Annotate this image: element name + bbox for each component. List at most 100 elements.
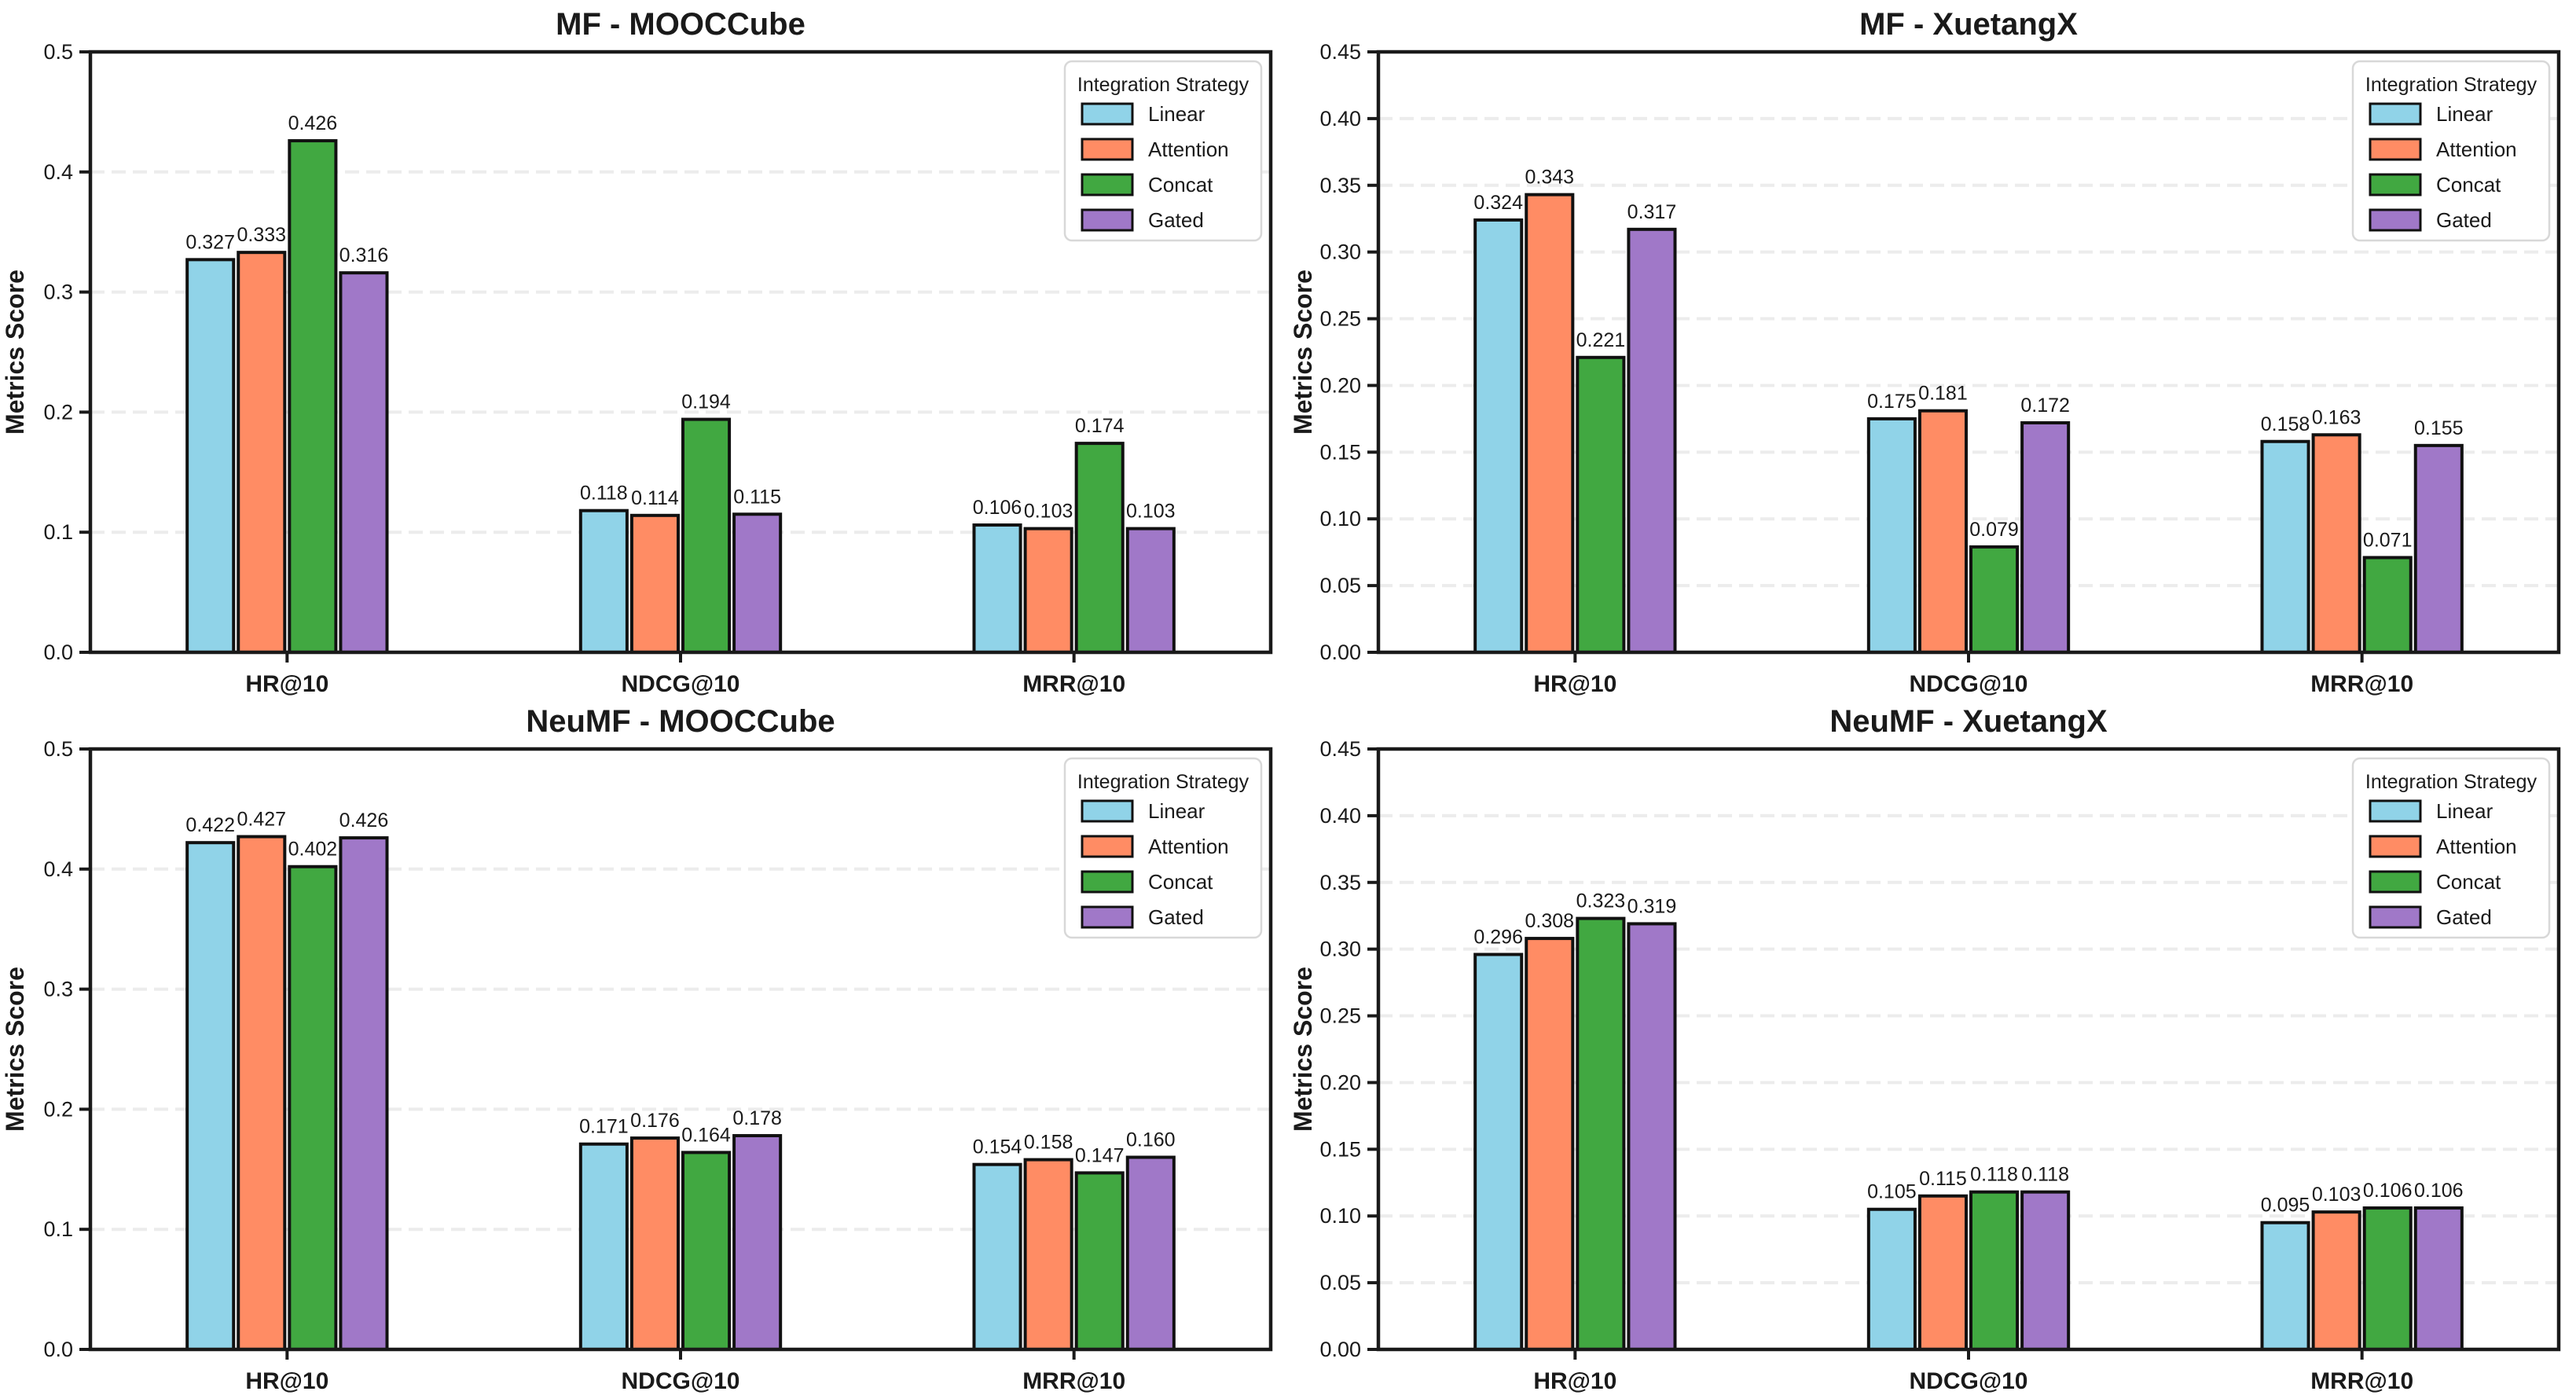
bar-gated-ndcg10 <box>732 1134 783 1351</box>
y-axis: 0.0 0.1 0.2 0.3 0.4 0.5 <box>43 40 90 664</box>
bar-concat-hr10 <box>288 865 338 1351</box>
y-tick-label: 0.4 <box>43 160 73 184</box>
y-axis: 0.00 0.05 0.10 0.15 0.20 0.25 0.30 0.35 0.40 0.45 <box>1319 737 1378 1361</box>
legend-swatch-gated <box>1081 905 1134 929</box>
y-tick-label: 0.4 <box>43 857 73 881</box>
bar-concat-hr10 <box>1576 916 1626 1351</box>
legend-label-gated: Gated <box>2436 905 2492 929</box>
chart-title: NeuMF - XuetangX <box>1829 704 2108 739</box>
bar-attention-ndcg10 <box>1917 409 1968 654</box>
legend-swatch-concat <box>2369 173 2422 196</box>
bar-value-label: 0.163 <box>2312 406 2361 428</box>
legend-swatch-concat <box>1081 870 1134 894</box>
legend-swatch-gated <box>2369 208 2422 232</box>
bar-linear-ndcg10 <box>1866 1207 1917 1351</box>
y-axis: 0.00 0.05 0.10 0.15 0.20 0.25 0.30 0.35 0.40 0.45 <box>1319 40 1378 664</box>
bar-value-label: 0.106 <box>2414 1180 2464 1202</box>
chart-neumf-mooccube: NeuMF - MOOCCube 0.0 0.1 0.2 0.3 0.4 0.5 Metric… <box>1 704 1273 1394</box>
bar-linear-mrr10 <box>2260 439 2310 654</box>
legend-label-concat: Concat <box>1148 173 1213 196</box>
chart-cell-neumf-xuetangx: NeuMF - XuetangX 0.00 0.05 0.10 0.15 0.20 0.25… <box>1288 697 2576 1395</box>
y-axis-label: Metrics Score <box>1 967 29 1132</box>
y-tick-label: 0.3 <box>43 281 73 304</box>
bar-value-label: 0.176 <box>630 1110 680 1132</box>
bar-value-label: 0.317 <box>1627 201 1677 223</box>
bar-concat-mrr10 <box>2362 556 2413 654</box>
x-tick-label: NDCG@10 <box>1910 671 2028 697</box>
legend-label-attention: Attention <box>1148 138 1229 161</box>
bar-value-label: 0.422 <box>185 814 235 836</box>
bar-value-label: 0.106 <box>2363 1180 2413 1202</box>
legend-swatch-attention <box>1081 138 1134 161</box>
bar-value-label: 0.327 <box>185 231 235 253</box>
bar-value-label: 0.164 <box>681 1124 731 1146</box>
y-tick-label: 0.05 <box>1319 574 1361 597</box>
bar-value-label: 0.154 <box>973 1136 1022 1158</box>
y-axis: 0.0 0.1 0.2 0.3 0.4 0.5 <box>43 737 90 1361</box>
bar-value-label: 0.343 <box>1525 167 1575 189</box>
bar-value-label: 0.178 <box>732 1107 782 1129</box>
legend-title: Integration Strategy <box>1077 74 1249 96</box>
bar-value-label: 0.175 <box>1867 391 1917 413</box>
plot-spines <box>88 747 1273 1352</box>
legend-swatch-linear <box>1081 799 1134 823</box>
y-tick-label: 0.20 <box>1319 1070 1361 1094</box>
bar-value-label: 0.114 <box>631 487 679 509</box>
y-tick-label: 0.20 <box>1319 373 1361 397</box>
y-tick-label: 0.40 <box>1319 804 1361 828</box>
bar-value-label: 0.308 <box>1525 910 1575 932</box>
x-axis: HR@10 NDCG@10 MRR@10 <box>245 1349 1125 1394</box>
bar-value-label: 0.115 <box>1919 1168 1967 1190</box>
x-tick-label: HR@10 <box>245 671 328 697</box>
y-tick-label: 0.15 <box>1319 1137 1361 1161</box>
bar-attention-mrr10 <box>1023 1158 1073 1351</box>
legend-swatch-attention <box>2369 138 2422 161</box>
bar-gated-ndcg10 <box>2020 1190 2071 1352</box>
bar-attention-hr10 <box>1525 193 1575 654</box>
bar-linear-hr10 <box>185 258 236 654</box>
y-tick-label: 0.35 <box>1319 871 1361 894</box>
y-tick-label: 0.10 <box>1319 507 1361 530</box>
legend-swatch-concat <box>1081 173 1134 196</box>
legend-label-attention: Attention <box>2436 835 2517 858</box>
legend-label-linear: Linear <box>2436 102 2493 126</box>
bar-value-label: 0.118 <box>2021 1164 2069 1186</box>
bar-attention-ndcg10 <box>1917 1194 1968 1351</box>
y-tick-label: 0.30 <box>1319 240 1361 264</box>
x-tick-label: HR@10 <box>1533 1368 1616 1394</box>
y-tick-label: 0.2 <box>43 1097 73 1121</box>
bar-linear-mrr10 <box>972 1162 1022 1351</box>
legend-swatch-gated <box>2369 905 2422 929</box>
y-tick-label: 0.10 <box>1319 1204 1361 1228</box>
bar-value-label: 0.095 <box>2261 1195 2310 1217</box>
y-tick-label: 0.3 <box>43 978 73 1001</box>
bar-gated-mrr10 <box>2413 443 2464 654</box>
legend-label-linear: Linear <box>2436 799 2493 823</box>
x-tick-label: MRR@10 <box>2310 671 2413 697</box>
bar-attention-mrr10 <box>2311 1210 2361 1352</box>
bar-gated-mrr10 <box>1125 1155 1176 1352</box>
bar-value-label: 0.103 <box>1126 501 1176 523</box>
bar-value-label: 0.172 <box>2020 395 2070 417</box>
x-tick-label: NDCG@10 <box>622 1368 740 1394</box>
chart-neumf-xuetangx: NeuMF - XuetangX 0.00 0.05 0.10 0.15 0.20 0.25… <box>1289 704 2561 1394</box>
bar-gated-hr10 <box>1627 922 1677 1351</box>
bar-linear-hr10 <box>1473 953 1524 1351</box>
x-tick-label: MRR@10 <box>2310 1368 2413 1394</box>
plot-spines <box>1376 50 2561 655</box>
bar-value-label: 0.118 <box>580 483 628 505</box>
chart-mf-mooccube: MF - MOOCCube 0.0 0.1 0.2 0.3 0.4 0.5 Metrics S… <box>1 7 1273 697</box>
x-axis: HR@10 NDCG@10 MRR@10 <box>245 652 1125 697</box>
bar-concat-mrr10 <box>1074 442 1125 654</box>
plot-spines <box>1376 747 2561 1352</box>
y-tick-label: 0.40 <box>1319 107 1361 130</box>
bar-value-label: 0.171 <box>579 1116 629 1138</box>
chart-mf-xuetangx: MF - XuetangX 0.00 0.05 0.10 0.15 0.20 0.25 0.3… <box>1289 7 2561 697</box>
bar-value-label: 0.115 <box>733 486 781 508</box>
y-tick-label: 0.30 <box>1319 938 1361 961</box>
y-tick-label: 0.0 <box>43 641 73 664</box>
legend: Integration Strategy Linear Attention Conca… <box>2351 757 2551 939</box>
legend-label-attention: Attention <box>1148 835 1229 858</box>
